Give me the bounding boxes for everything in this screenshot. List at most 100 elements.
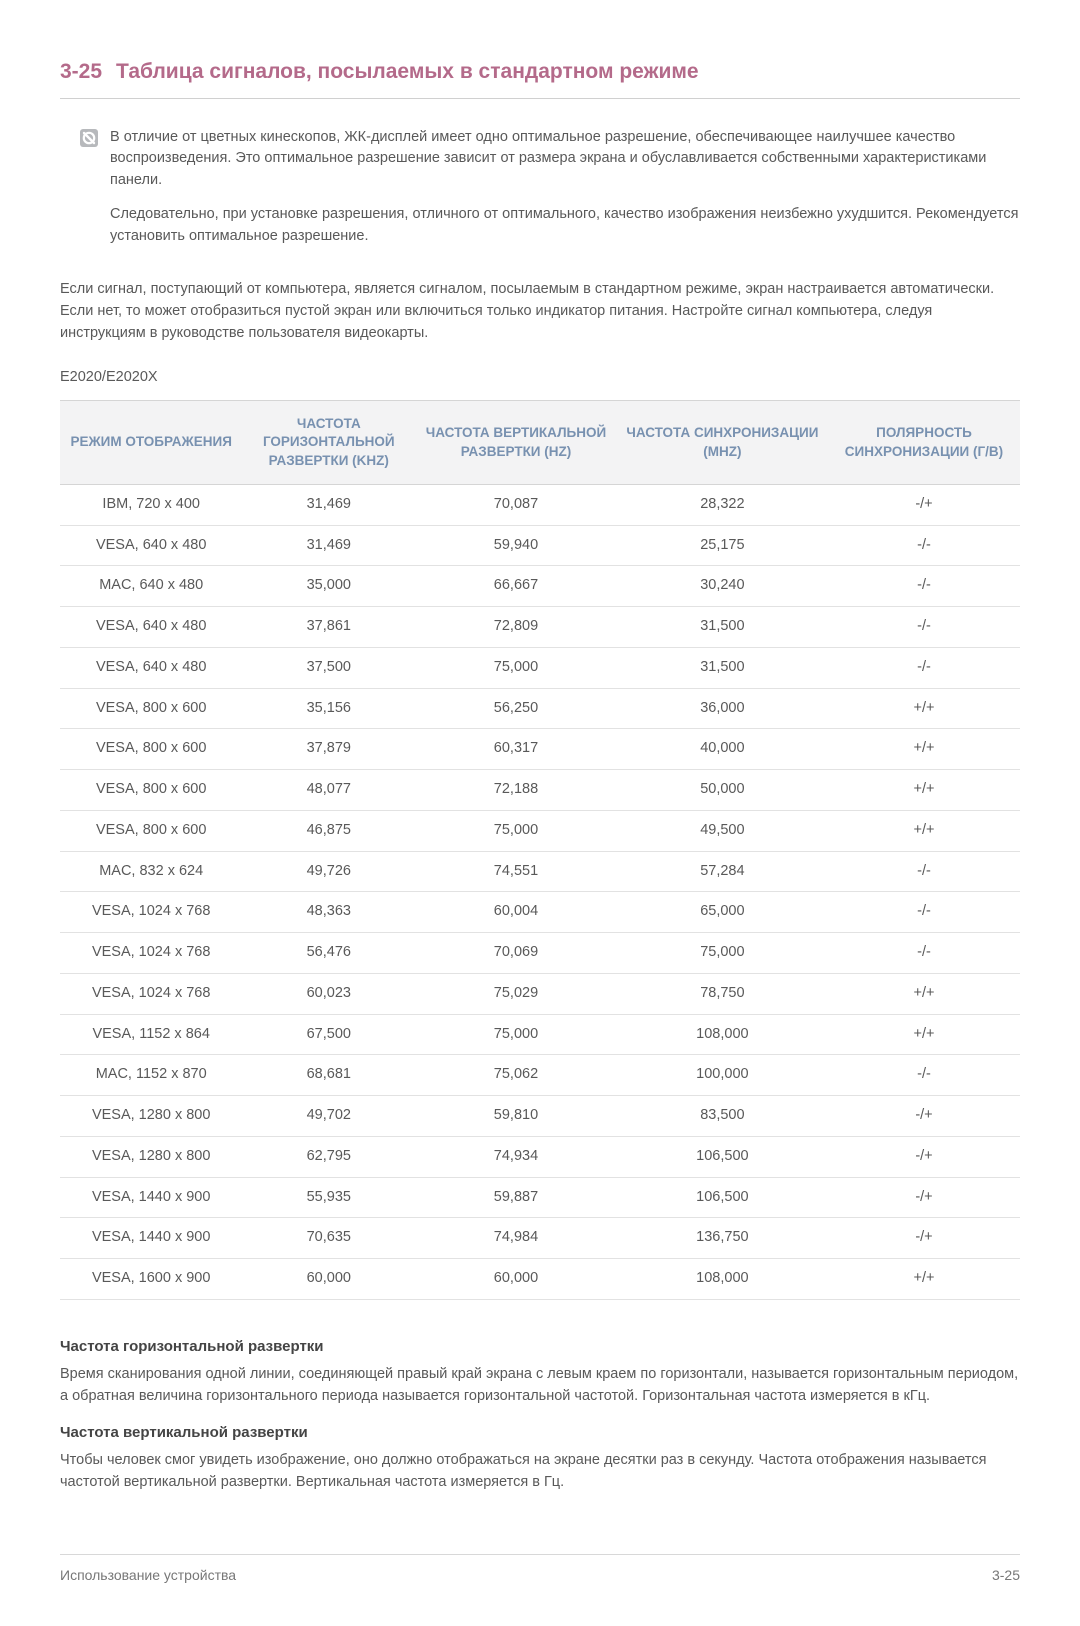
table-cell: 31,469 bbox=[242, 525, 415, 566]
body-paragraph: Если сигнал, поступающий от компьютера, … bbox=[60, 279, 1020, 344]
table-row: VESA, 1280 x 80062,79574,934106,500-/+ bbox=[60, 1136, 1020, 1177]
table-cell: VESA, 1024 x 768 bbox=[60, 933, 242, 974]
table-cell: IBM, 720 x 400 bbox=[60, 484, 242, 525]
footer-left: Использование устройства bbox=[60, 1565, 236, 1586]
table-cell: 70,635 bbox=[242, 1218, 415, 1259]
table-cell: 31,500 bbox=[617, 607, 828, 648]
section-number: 3-25 bbox=[60, 56, 102, 88]
table-cell: -/- bbox=[828, 933, 1020, 974]
table-cell: 72,809 bbox=[415, 607, 617, 648]
table-cell: 75,000 bbox=[415, 647, 617, 688]
table-cell: +/+ bbox=[828, 1014, 1020, 1055]
table-cell: 57,284 bbox=[617, 851, 828, 892]
table-cell: 75,000 bbox=[415, 810, 617, 851]
table-cell: VESA, 1280 x 800 bbox=[60, 1096, 242, 1137]
table-cell: +/+ bbox=[828, 973, 1020, 1014]
col-header: ЧАСТОТА СИНХРОНИЗАЦИИ (MHZ) bbox=[617, 401, 828, 485]
table-cell: -/- bbox=[828, 525, 1020, 566]
table-cell: 49,500 bbox=[617, 810, 828, 851]
note-body: В отличие от цветных кинескопов, ЖК-дисп… bbox=[110, 127, 1020, 260]
table-cell: VESA, 800 x 600 bbox=[60, 810, 242, 851]
table-cell: 60,000 bbox=[242, 1259, 415, 1300]
table-cell: 106,500 bbox=[617, 1177, 828, 1218]
table-cell: VESA, 1152 x 864 bbox=[60, 1014, 242, 1055]
table-row: MAC, 1152 x 87068,68175,062100,000-/- bbox=[60, 1055, 1020, 1096]
table-cell: 56,250 bbox=[415, 688, 617, 729]
table-cell: 68,681 bbox=[242, 1055, 415, 1096]
table-cell: VESA, 640 x 480 bbox=[60, 647, 242, 688]
col-header: ЧАСТОТА ВЕРТИКАЛЬНОЙ РАЗВЕРТКИ (HZ) bbox=[415, 401, 617, 485]
table-row: VESA, 640 x 48037,50075,00031,500-/- bbox=[60, 647, 1020, 688]
table-cell: 66,667 bbox=[415, 566, 617, 607]
definition-heading: Частота вертикальной развертки bbox=[60, 1422, 1020, 1445]
table-cell: 36,000 bbox=[617, 688, 828, 729]
table-row: VESA, 800 x 60035,15656,25036,000+/+ bbox=[60, 688, 1020, 729]
section-title: Таблица сигналов, посылаемых в стандартн… bbox=[116, 56, 699, 88]
table-cell: MAC, 832 x 624 bbox=[60, 851, 242, 892]
table-cell: 59,940 bbox=[415, 525, 617, 566]
document-page: 3-25 Таблица сигналов, посылаемых в стан… bbox=[0, 0, 1080, 1626]
table-cell: 67,500 bbox=[242, 1014, 415, 1055]
table-row: VESA, 800 x 60037,87960,31740,000+/+ bbox=[60, 729, 1020, 770]
table-cell: 46,875 bbox=[242, 810, 415, 851]
table-cell: 59,810 bbox=[415, 1096, 617, 1137]
table-row: VESA, 800 x 60046,87575,00049,500+/+ bbox=[60, 810, 1020, 851]
table-cell: -/- bbox=[828, 647, 1020, 688]
table-row: VESA, 1280 x 80049,70259,81083,500-/+ bbox=[60, 1096, 1020, 1137]
table-cell: 75,000 bbox=[617, 933, 828, 974]
table-cell: 59,887 bbox=[415, 1177, 617, 1218]
table-cell: VESA, 800 x 600 bbox=[60, 688, 242, 729]
table-cell: 48,363 bbox=[242, 892, 415, 933]
table-cell: 55,935 bbox=[242, 1177, 415, 1218]
table-cell: +/+ bbox=[828, 1259, 1020, 1300]
table-cell: +/+ bbox=[828, 810, 1020, 851]
table-cell: -/- bbox=[828, 607, 1020, 648]
col-header: ЧАСТОТА ГОРИЗОНТАЛЬНОЙ РАЗВЕРТКИ (KHZ) bbox=[242, 401, 415, 485]
table-cell: MAC, 640 x 480 bbox=[60, 566, 242, 607]
table-row: MAC, 640 x 48035,00066,66730,240-/- bbox=[60, 566, 1020, 607]
table-cell: 74,984 bbox=[415, 1218, 617, 1259]
table-cell: 108,000 bbox=[617, 1014, 828, 1055]
col-header: РЕЖИМ ОТОБРАЖЕНИЯ bbox=[60, 401, 242, 485]
table-cell: 83,500 bbox=[617, 1096, 828, 1137]
table-cell: 50,000 bbox=[617, 770, 828, 811]
table-head: РЕЖИМ ОТОБРАЖЕНИЯ ЧАСТОТА ГОРИЗОНТАЛЬНОЙ… bbox=[60, 401, 1020, 485]
table-row: IBM, 720 x 40031,46970,08728,322-/+ bbox=[60, 484, 1020, 525]
table-cell: 60,317 bbox=[415, 729, 617, 770]
definition-heading: Частота горизонтальной развертки bbox=[60, 1336, 1020, 1359]
table-row: VESA, 1600 x 90060,00060,000108,000+/+ bbox=[60, 1259, 1020, 1300]
table-cell: VESA, 800 x 600 bbox=[60, 770, 242, 811]
table-cell: 30,240 bbox=[617, 566, 828, 607]
model-label: E2020/E2020X bbox=[60, 367, 1020, 389]
table-cell: 25,175 bbox=[617, 525, 828, 566]
table-cell: +/+ bbox=[828, 729, 1020, 770]
table-cell: -/+ bbox=[828, 1136, 1020, 1177]
table-cell: VESA, 640 x 480 bbox=[60, 607, 242, 648]
table-row: VESA, 1440 x 90055,93559,887106,500-/+ bbox=[60, 1177, 1020, 1218]
table-row: VESA, 1024 x 76860,02375,02978,750+/+ bbox=[60, 973, 1020, 1014]
table-cell: 37,861 bbox=[242, 607, 415, 648]
table-cell: +/+ bbox=[828, 688, 1020, 729]
table-cell: 75,062 bbox=[415, 1055, 617, 1096]
table-cell: 31,500 bbox=[617, 647, 828, 688]
table-cell: MAC, 1152 x 870 bbox=[60, 1055, 242, 1096]
table-cell: 60,000 bbox=[415, 1259, 617, 1300]
table-cell: VESA, 1600 x 900 bbox=[60, 1259, 242, 1300]
table-cell: 78,750 bbox=[617, 973, 828, 1014]
table-cell: VESA, 1280 x 800 bbox=[60, 1136, 242, 1177]
page-footer: Использование устройства 3-25 bbox=[60, 1554, 1020, 1586]
definitions: Частота горизонтальной развертки Время с… bbox=[60, 1336, 1020, 1494]
table-cell: 136,750 bbox=[617, 1218, 828, 1259]
table-cell: 48,077 bbox=[242, 770, 415, 811]
note-icon bbox=[80, 129, 98, 147]
table-cell: 106,500 bbox=[617, 1136, 828, 1177]
table-cell: +/+ bbox=[828, 770, 1020, 811]
note-paragraph: Следовательно, при установке разрешения,… bbox=[110, 204, 1020, 248]
table-cell: 28,322 bbox=[617, 484, 828, 525]
table-cell: -/- bbox=[828, 1055, 1020, 1096]
table-cell: VESA, 1440 x 900 bbox=[60, 1177, 242, 1218]
table-row: VESA, 1152 x 86467,50075,000108,000+/+ bbox=[60, 1014, 1020, 1055]
table-cell: 70,069 bbox=[415, 933, 617, 974]
definition-text: Время сканирования одной линии, соединяю… bbox=[60, 1364, 1020, 1408]
table-cell: -/+ bbox=[828, 1096, 1020, 1137]
